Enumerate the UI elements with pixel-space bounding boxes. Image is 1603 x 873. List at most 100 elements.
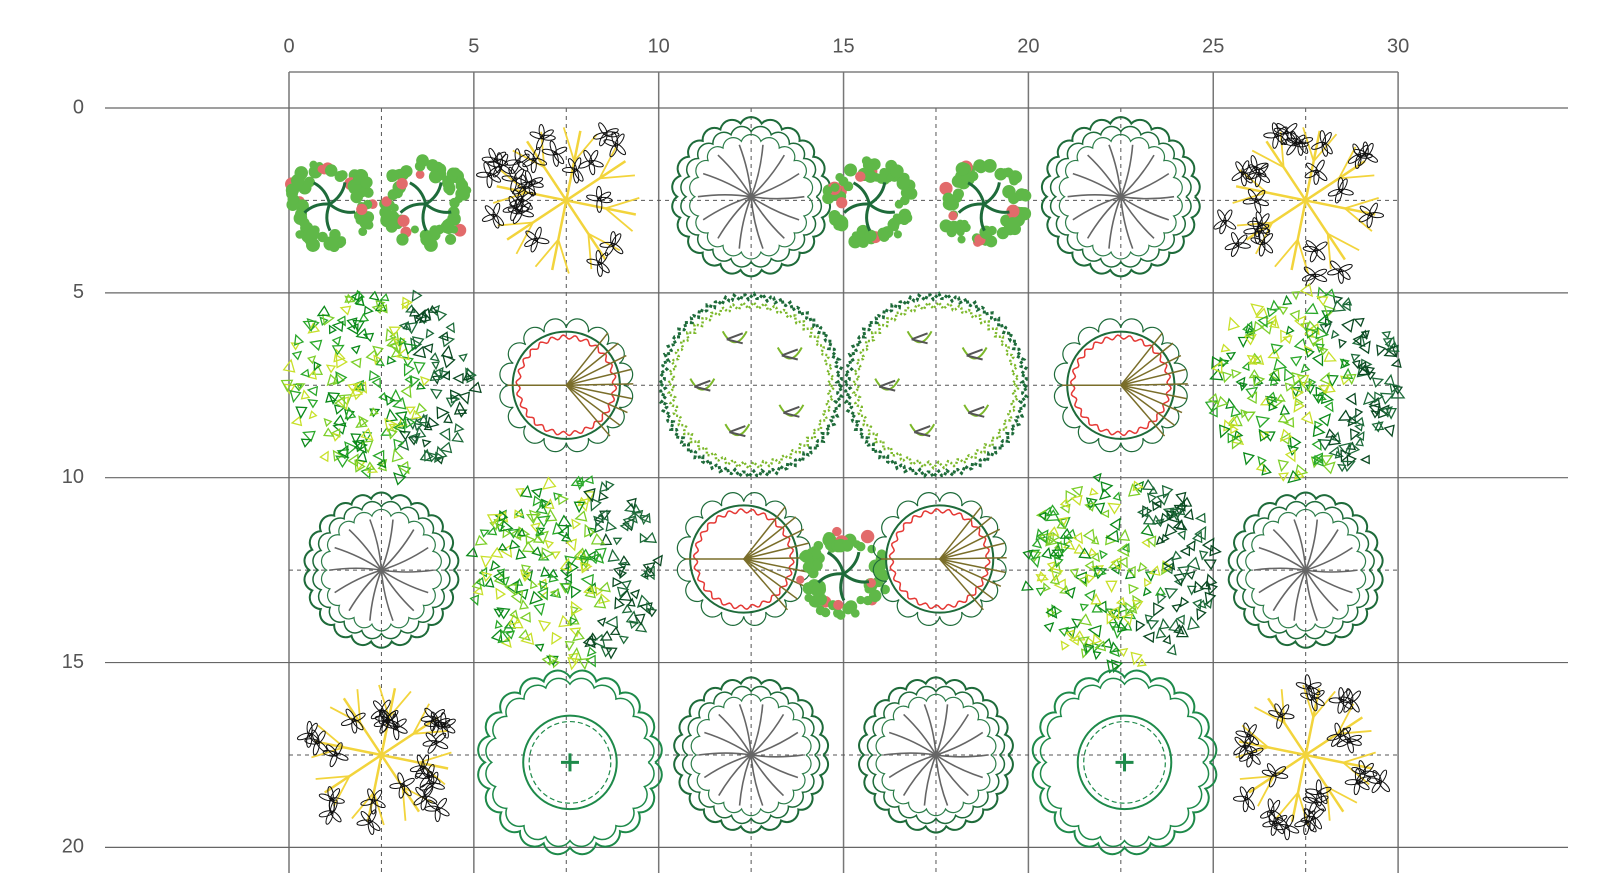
y-ruler-label: 5 <box>73 281 84 303</box>
leaf <box>520 484 533 498</box>
branch <box>939 542 1005 560</box>
tree-ring <box>657 291 846 480</box>
branch <box>839 573 846 602</box>
leaf <box>404 321 419 335</box>
leaf <box>1059 498 1070 509</box>
branch <box>565 342 619 386</box>
leaf <box>1279 428 1293 443</box>
leaf <box>1258 428 1271 442</box>
tree-bush <box>379 154 472 252</box>
leaf <box>519 611 531 623</box>
leaf <box>411 289 423 303</box>
leaf <box>414 425 427 439</box>
leaf <box>362 431 373 443</box>
foliage <box>396 177 408 190</box>
leaf <box>1227 316 1241 331</box>
branch <box>1067 193 1121 198</box>
branch <box>565 332 609 386</box>
branch <box>1120 196 1134 249</box>
branch <box>750 172 800 198</box>
branch <box>1086 196 1122 239</box>
leaf-cluster <box>726 332 744 345</box>
foliage <box>350 190 363 204</box>
foliage <box>866 578 876 588</box>
leaf <box>1305 792 1318 804</box>
leaf <box>509 539 521 550</box>
leaf <box>385 408 399 423</box>
leaf <box>1287 469 1302 484</box>
leaf <box>331 344 345 356</box>
leaf <box>616 586 630 598</box>
foliage <box>410 225 419 234</box>
leaf <box>544 539 555 550</box>
leaf <box>1084 502 1096 512</box>
foliage <box>979 225 993 240</box>
leaf <box>408 432 421 445</box>
leaf <box>335 353 348 369</box>
leaf <box>1142 513 1157 525</box>
leaf <box>1277 413 1290 424</box>
leaf <box>1165 510 1176 521</box>
leaf <box>596 261 603 277</box>
branch <box>935 754 949 806</box>
leaf <box>502 622 515 633</box>
tree-crown <box>1227 491 1384 649</box>
leaf <box>319 450 329 463</box>
leaf <box>598 491 609 502</box>
leaf <box>336 396 350 411</box>
leaf <box>594 585 604 597</box>
leaf <box>1311 690 1325 700</box>
foliage <box>856 595 865 605</box>
branch <box>605 197 640 210</box>
leaf <box>1164 587 1179 600</box>
foliage <box>456 176 466 186</box>
leaf <box>1177 530 1186 541</box>
leaf <box>548 573 560 583</box>
foliage <box>390 203 399 213</box>
branch <box>565 384 611 437</box>
canopy-ring <box>522 714 618 811</box>
branch <box>1120 384 1166 437</box>
branch <box>492 191 528 204</box>
leaf <box>1355 416 1365 427</box>
leaf <box>1325 288 1336 298</box>
leaf <box>535 526 545 537</box>
leaf <box>1142 631 1155 644</box>
leaf <box>1229 423 1239 435</box>
branch <box>1120 354 1182 386</box>
leaf <box>1082 644 1093 656</box>
leaf <box>307 368 318 380</box>
tree-redring <box>676 492 811 626</box>
branch <box>1338 174 1375 180</box>
branch <box>1087 154 1122 198</box>
leaf <box>351 439 365 451</box>
foliage <box>863 595 873 606</box>
foliage <box>299 217 310 229</box>
leaf <box>486 513 502 526</box>
branch <box>743 558 798 600</box>
leaf <box>550 551 561 560</box>
leaf <box>436 406 450 420</box>
foliage <box>939 181 953 196</box>
leaf <box>1289 309 1300 323</box>
leaf <box>1307 682 1322 690</box>
branch <box>1120 172 1170 198</box>
leaf <box>1186 585 1197 596</box>
branch <box>750 196 764 249</box>
leaf <box>1341 300 1351 312</box>
branch <box>380 569 429 594</box>
branch <box>380 519 394 571</box>
leaf <box>1094 640 1107 652</box>
leaf <box>1308 377 1317 388</box>
leaf <box>1341 318 1355 333</box>
leaf <box>1109 517 1121 531</box>
y-ruler-label: 20 <box>62 836 84 858</box>
branch <box>328 182 347 206</box>
leaf <box>1298 137 1314 145</box>
branch <box>750 704 764 756</box>
leaf <box>534 643 545 653</box>
branch <box>983 182 1001 206</box>
branch <box>1344 197 1379 210</box>
x-ruler-label: 10 <box>648 35 670 57</box>
branch <box>369 519 383 571</box>
